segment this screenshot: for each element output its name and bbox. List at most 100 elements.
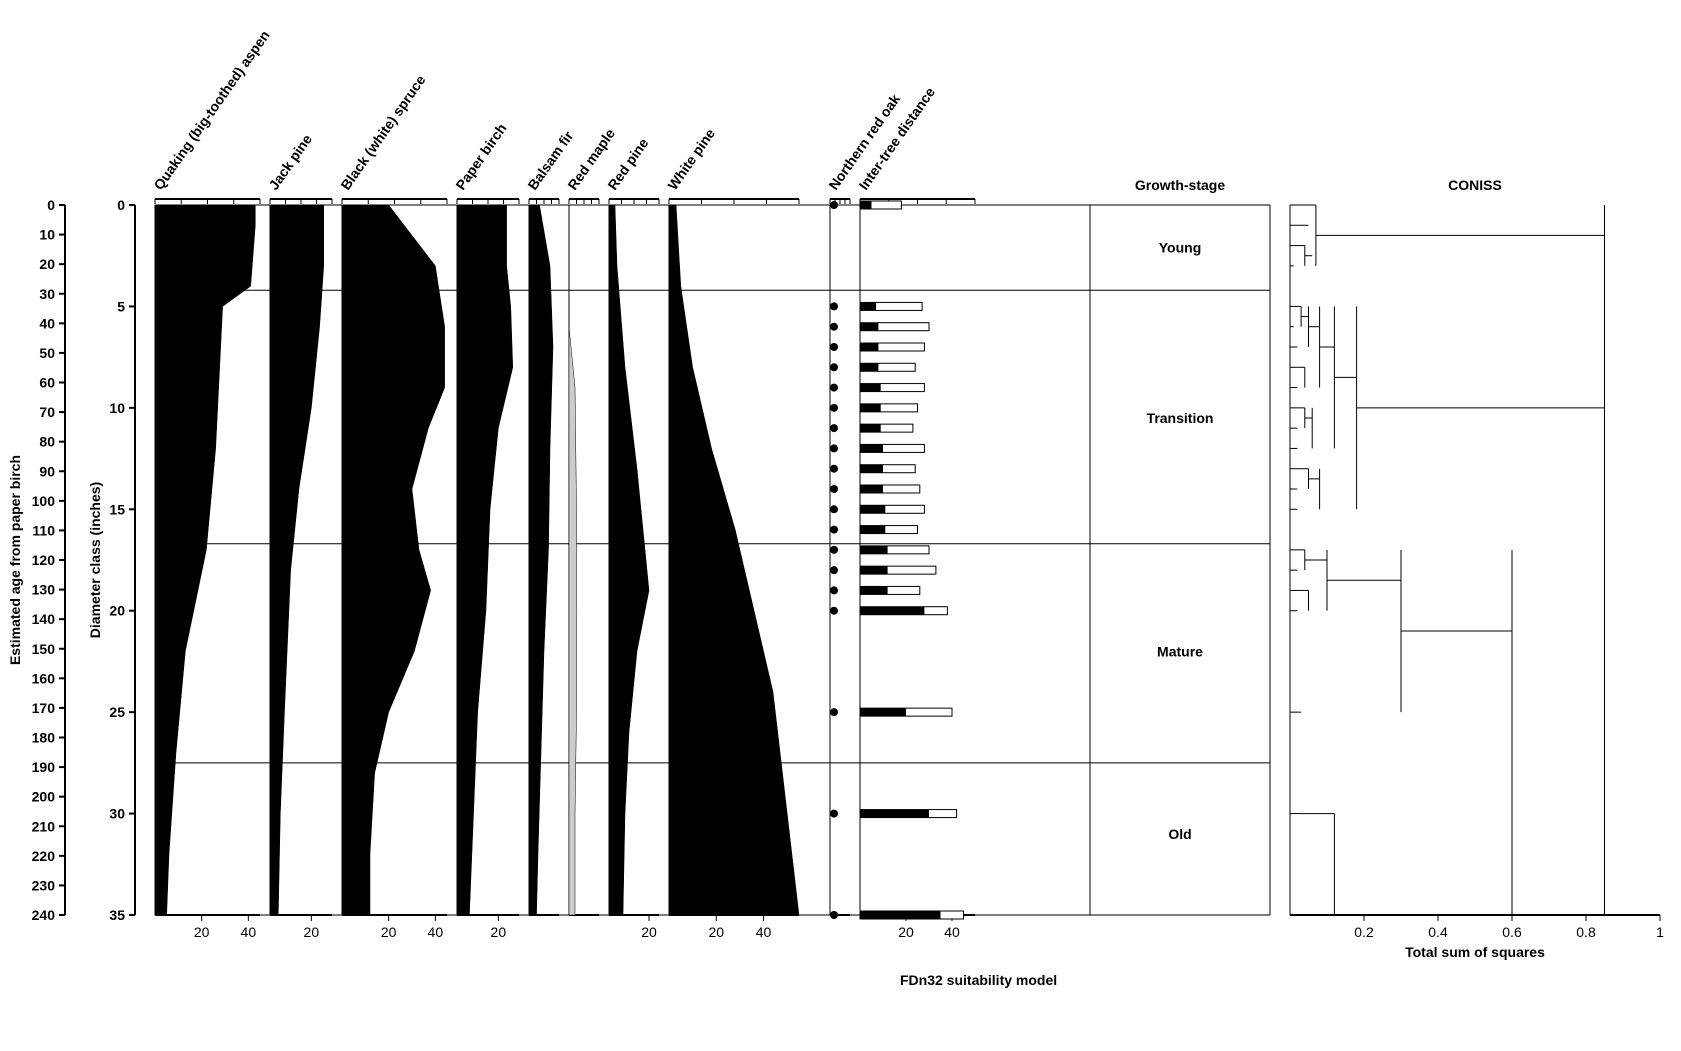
diam-axis-title: Diameter class (inches): [87, 482, 103, 638]
x-tick: 40: [241, 924, 257, 940]
bar-solid: [860, 343, 878, 351]
bar-solid: [860, 424, 881, 432]
age-tick: 20: [39, 256, 55, 272]
age-tick: 190: [32, 759, 56, 775]
bar-solid: [860, 465, 883, 473]
silhouette-jack-pine: [270, 205, 324, 915]
presence-dot: [830, 201, 838, 209]
stratigraphic-diagram: 0102030405060708090100110120130140150160…: [0, 0, 1681, 1051]
x-tick: 20: [491, 924, 507, 940]
x-tick: 20: [194, 924, 210, 940]
bar-solid: [860, 485, 883, 493]
age-tick: 50: [39, 345, 55, 361]
age-tick: 180: [32, 730, 56, 746]
age-tick: 90: [39, 463, 55, 479]
presence-dot: [830, 810, 838, 818]
age-tick: 80: [39, 434, 55, 450]
age-tick: 130: [32, 582, 56, 598]
age-tick: 200: [32, 789, 56, 805]
diam-tick: 5: [117, 298, 125, 314]
species-label-jack-pine: Jack pine: [265, 131, 315, 193]
figure-caption: FDn32 suitability model: [900, 972, 1057, 988]
age-tick: 170: [32, 700, 56, 716]
diam-tick: 10: [109, 400, 125, 416]
silhouette-red-maple: [569, 205, 577, 915]
presence-dot: [830, 911, 838, 919]
age-tick: 40: [39, 315, 55, 331]
presence-dot: [830, 708, 838, 716]
x-tick: 20: [381, 924, 397, 940]
coniss-tick: 1: [1656, 924, 1664, 940]
x-tick: 20: [898, 924, 914, 940]
coniss-tick: 0.2: [1354, 924, 1374, 940]
age-tick: 160: [32, 670, 56, 686]
presence-dot: [830, 566, 838, 574]
diam-tick: 0: [117, 197, 125, 213]
diam-tick: 25: [109, 704, 125, 720]
bar-solid: [860, 526, 885, 534]
age-tick: 10: [39, 227, 55, 243]
presence-dot: [830, 343, 838, 351]
bar-solid: [860, 708, 906, 716]
presence-dot: [830, 465, 838, 473]
silhouette-balsam-fir: [529, 205, 553, 915]
x-tick: 40: [428, 924, 444, 940]
age-tick: 140: [32, 611, 56, 627]
bar-solid: [860, 323, 878, 331]
bar-solid: [860, 505, 885, 513]
presence-dot: [830, 485, 838, 493]
species-label-black-white-spruce: Black (white) spruce: [337, 72, 428, 193]
age-tick: 240: [32, 907, 56, 923]
presence-dot: [830, 424, 838, 432]
age-tick: 120: [32, 552, 56, 568]
silhouette-white-pine: [669, 205, 799, 915]
bar-solid: [860, 607, 924, 615]
growth-stage-label: Young: [1159, 240, 1202, 256]
x-tick: 40: [756, 924, 772, 940]
species-label-quaking-aspen: Quaking (big-toothed) aspen: [150, 27, 272, 192]
species-label-white-pine: White pine: [664, 125, 718, 192]
bar-solid: [860, 810, 929, 818]
growth-stage-label: Transition: [1147, 410, 1214, 426]
x-tick: 20: [304, 924, 320, 940]
silhouette-paper-birch: [457, 205, 513, 915]
silhouette-black-white-spruce: [342, 205, 445, 915]
bar-solid: [860, 201, 872, 209]
x-tick: 20: [708, 924, 724, 940]
age-tick: 100: [32, 493, 56, 509]
bar-solid: [860, 302, 876, 310]
age-tick: 70: [39, 404, 55, 420]
bar-solid: [860, 566, 888, 574]
bar-solid: [860, 363, 878, 371]
coniss-tick: 0.8: [1576, 924, 1596, 940]
presence-dot: [830, 586, 838, 594]
coniss-axis-title: Total sum of squares: [1405, 944, 1545, 960]
age-tick: 220: [32, 848, 56, 864]
bar-solid: [860, 404, 881, 412]
bar-solid: [860, 384, 881, 392]
presence-dot: [830, 444, 838, 452]
presence-dot: [830, 363, 838, 371]
age-axis-title: Estimated age from paper birch: [7, 455, 23, 665]
age-tick: 210: [32, 818, 56, 834]
presence-dot: [830, 607, 838, 615]
bar-solid: [860, 546, 888, 554]
diam-tick: 15: [109, 501, 125, 517]
presence-dot: [830, 384, 838, 392]
bar-solid: [860, 586, 888, 594]
bar-solid: [860, 911, 941, 919]
age-tick: 30: [39, 286, 55, 302]
diam-tick: 35: [109, 907, 125, 923]
growth-stage-label: Mature: [1157, 643, 1203, 659]
silhouette-quaking-aspen: [155, 205, 255, 915]
age-tick: 150: [32, 641, 56, 657]
age-tick: 0: [47, 197, 55, 213]
presence-dot: [830, 404, 838, 412]
growth-stage-label: Old: [1168, 826, 1191, 842]
species-label-paper-birch: Paper birch: [452, 120, 509, 192]
age-tick: 60: [39, 375, 55, 391]
diam-tick: 20: [109, 603, 125, 619]
presence-dot: [830, 323, 838, 331]
diam-tick: 30: [109, 806, 125, 822]
presence-dot: [830, 546, 838, 554]
